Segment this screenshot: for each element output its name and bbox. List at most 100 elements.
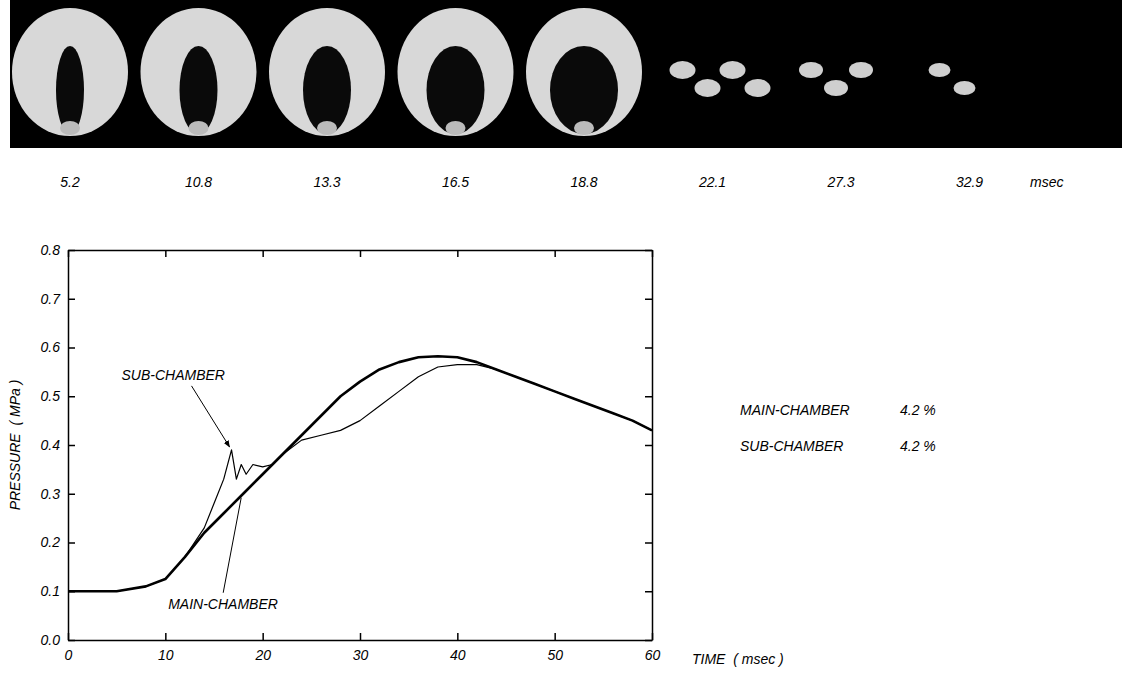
frame-time: 16.5 — [442, 174, 469, 190]
frame-time-unit: msec — [1030, 174, 1063, 190]
tick-label: 0.8 — [41, 242, 61, 258]
tick: 0.4 — [41, 437, 75, 453]
tick-mark — [360, 250, 362, 257]
tick-mark — [645, 250, 652, 252]
tick — [360, 250, 361, 257]
flame-image — [269, 8, 385, 136]
flame-image — [317, 121, 337, 135]
flame-image — [929, 63, 951, 77]
tick-label: 30 — [353, 647, 369, 663]
line-series — [68, 365, 652, 592]
flame-image — [849, 62, 873, 78]
tick-label: 10 — [158, 647, 174, 663]
axis-yticks — [645, 251, 653, 641]
frame-time: 5.2 — [60, 174, 80, 190]
plot-area — [68, 356, 652, 591]
tick-mark — [262, 633, 264, 640]
tick: 0.6 — [41, 339, 75, 355]
tick: 20 — [254, 633, 271, 663]
flame-image — [56, 46, 84, 134]
condition-value: 4.2 % — [900, 438, 936, 454]
tick: 40 — [450, 633, 466, 663]
tick-label: 0.1 — [41, 583, 60, 599]
flame-image — [427, 46, 485, 134]
tick-mark — [457, 633, 459, 640]
tick-mark — [645, 591, 652, 593]
frame-time: 13.3 — [313, 174, 340, 190]
flame-image — [695, 79, 721, 97]
tick — [645, 250, 652, 251]
tick-label: 50 — [547, 647, 563, 663]
tick-mark — [360, 633, 362, 640]
photo-frame — [929, 63, 976, 95]
tick: 50 — [547, 633, 563, 663]
tick-label: 40 — [450, 647, 466, 663]
tick: 0.3 — [41, 486, 75, 502]
condition-label: SUB-CHAMBER — [740, 438, 843, 454]
tick-mark — [645, 640, 652, 642]
tick-mark — [68, 250, 75, 252]
tick: 0.2 — [41, 534, 75, 550]
tick-mark — [554, 250, 556, 257]
photo-frame — [526, 8, 642, 136]
tick-mark — [68, 396, 75, 398]
tick-mark — [68, 445, 75, 447]
frame-time: 32.9 — [956, 174, 983, 190]
tick — [645, 348, 652, 349]
flame-image — [720, 61, 746, 79]
tick-mark — [645, 396, 652, 398]
tick-mark — [68, 494, 75, 496]
tick-mark — [68, 542, 75, 544]
tick-mark — [68, 347, 75, 349]
tick-mark — [68, 640, 75, 642]
y-axis-title: PRESSURE ( MPa ) — [7, 380, 23, 511]
tick-label: 0 — [65, 647, 73, 663]
series-label: MAIN-CHAMBER — [168, 596, 278, 612]
figure: 5.210.813.316.518.822.127.332.9msec01020… — [0, 0, 1126, 680]
axis-yticks: 0.0 0.1 0.2 0.3 0.4 0.5 0.6 0.7 0.8 — [41, 242, 75, 648]
tick — [457, 250, 458, 257]
tick — [645, 396, 652, 397]
photo-background — [10, 0, 1122, 148]
tick — [555, 250, 556, 257]
axis-xticks — [69, 250, 653, 257]
tick-mark — [645, 299, 652, 301]
tick: 30 — [353, 633, 369, 663]
tick — [645, 445, 652, 446]
tick-label: 0.6 — [41, 339, 61, 355]
tick: 0.0 — [41, 632, 75, 648]
flame-image — [180, 46, 218, 134]
flame-image — [398, 8, 514, 136]
flame-image — [446, 121, 466, 135]
tick-label: 0.4 — [41, 437, 61, 453]
photo-frame — [12, 8, 128, 136]
photo-strip — [10, 0, 1122, 148]
photo-frame — [269, 8, 385, 136]
flame-image — [745, 79, 771, 97]
tick-label: 0.5 — [41, 388, 61, 404]
tick: 0.7 — [41, 291, 75, 307]
x-axis-title: TIME ( msec ) — [692, 651, 784, 667]
leader-line — [223, 498, 241, 593]
tick — [645, 299, 652, 300]
flame-image — [799, 62, 823, 78]
tick-mark — [165, 633, 167, 640]
leader-line — [192, 386, 230, 447]
tick: 10 — [158, 633, 174, 663]
photo-frame — [799, 62, 873, 96]
line-series — [68, 356, 652, 591]
flame-image — [550, 46, 618, 134]
flame-image — [189, 121, 209, 135]
flame-image — [12, 8, 128, 136]
condition-value: 4.2 % — [900, 402, 936, 418]
condition-label: MAIN-CHAMBER — [740, 402, 850, 418]
tick-label: 0.3 — [41, 486, 61, 502]
tick — [645, 591, 652, 592]
tick-label: 60 — [645, 647, 661, 663]
tick — [263, 250, 264, 257]
flame-image — [670, 61, 696, 79]
tick-label: 0.0 — [41, 632, 61, 648]
tick-mark — [262, 250, 264, 257]
tick — [645, 543, 652, 544]
tick-mark — [645, 445, 652, 447]
